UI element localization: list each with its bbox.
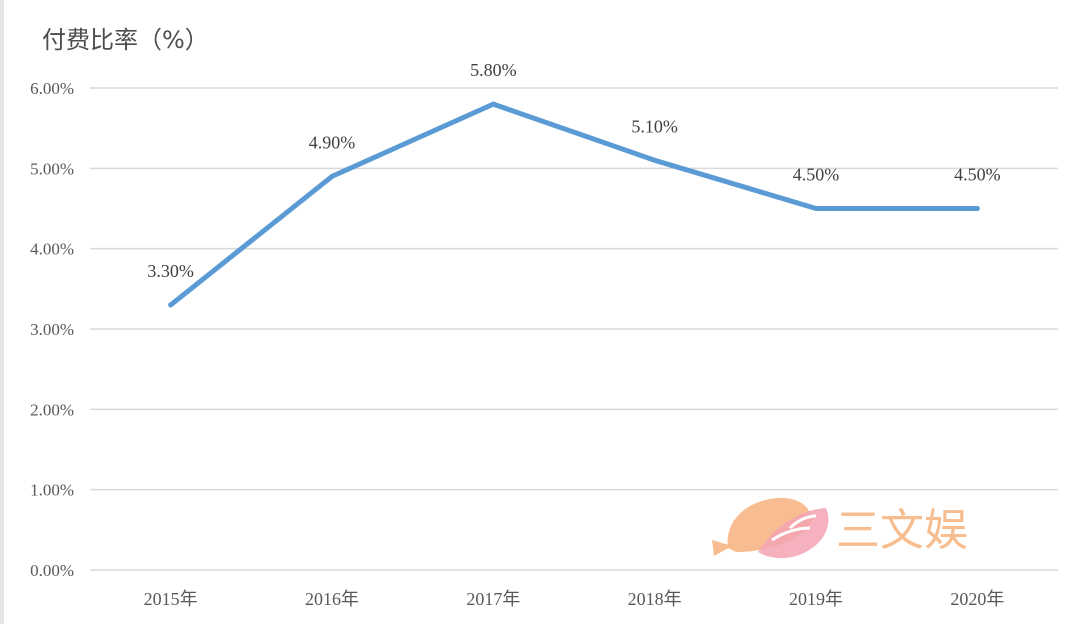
y-tick-label: 4.00% (30, 240, 74, 259)
data-point (652, 157, 658, 163)
data-point (490, 101, 496, 107)
y-tick-label: 1.00% (30, 481, 74, 500)
x-tick-label: 2017年 (466, 589, 520, 609)
data-label: 3.30% (147, 261, 194, 281)
series-group (168, 101, 980, 308)
y-tick-label: 6.00% (30, 79, 74, 98)
x-tick-label: 2018年 (628, 589, 682, 609)
data-label: 4.50% (793, 165, 840, 185)
watermark-text: 三文娱 (836, 505, 968, 556)
y-tick-label: 5.00% (30, 159, 74, 178)
watermark-logo: 三文娱 (712, 497, 968, 559)
x-tick-label: 2019年 (789, 589, 843, 609)
data-label: 4.50% (954, 165, 1001, 185)
series-line-0 (168, 101, 980, 308)
y-tick-label: 0.00% (30, 561, 74, 580)
data-point (168, 302, 174, 308)
data-label: 5.10% (631, 116, 678, 136)
left-edge-border (0, 0, 4, 624)
x-tick-label: 2015年 (144, 589, 198, 609)
y-axis-ticks: 0.00% 1.00% 2.00% 3.00% 4.00% 5.00% 6.00% (30, 79, 74, 580)
grid-lines (90, 87, 1058, 571)
data-label: 5.80% (470, 60, 517, 80)
x-axis-ticks: 2015年 2016年 2017年 2018年 2019年 2020年 (144, 589, 1005, 609)
data-point (329, 173, 335, 179)
watermark-fish-icon (712, 497, 829, 559)
chart-title: 付费比率（%） (42, 26, 209, 54)
data-point (974, 206, 980, 211)
data-labels: 3.30% 4.90% 5.80% 5.10% 4.50% 4.50% (147, 60, 1000, 281)
y-tick-label: 2.00% (30, 400, 74, 419)
data-point (813, 206, 819, 211)
y-tick-label: 3.00% (30, 320, 74, 339)
x-tick-label: 2016年 (305, 589, 359, 609)
x-tick-label: 2020年 (950, 589, 1004, 609)
data-label: 4.90% (309, 132, 356, 152)
